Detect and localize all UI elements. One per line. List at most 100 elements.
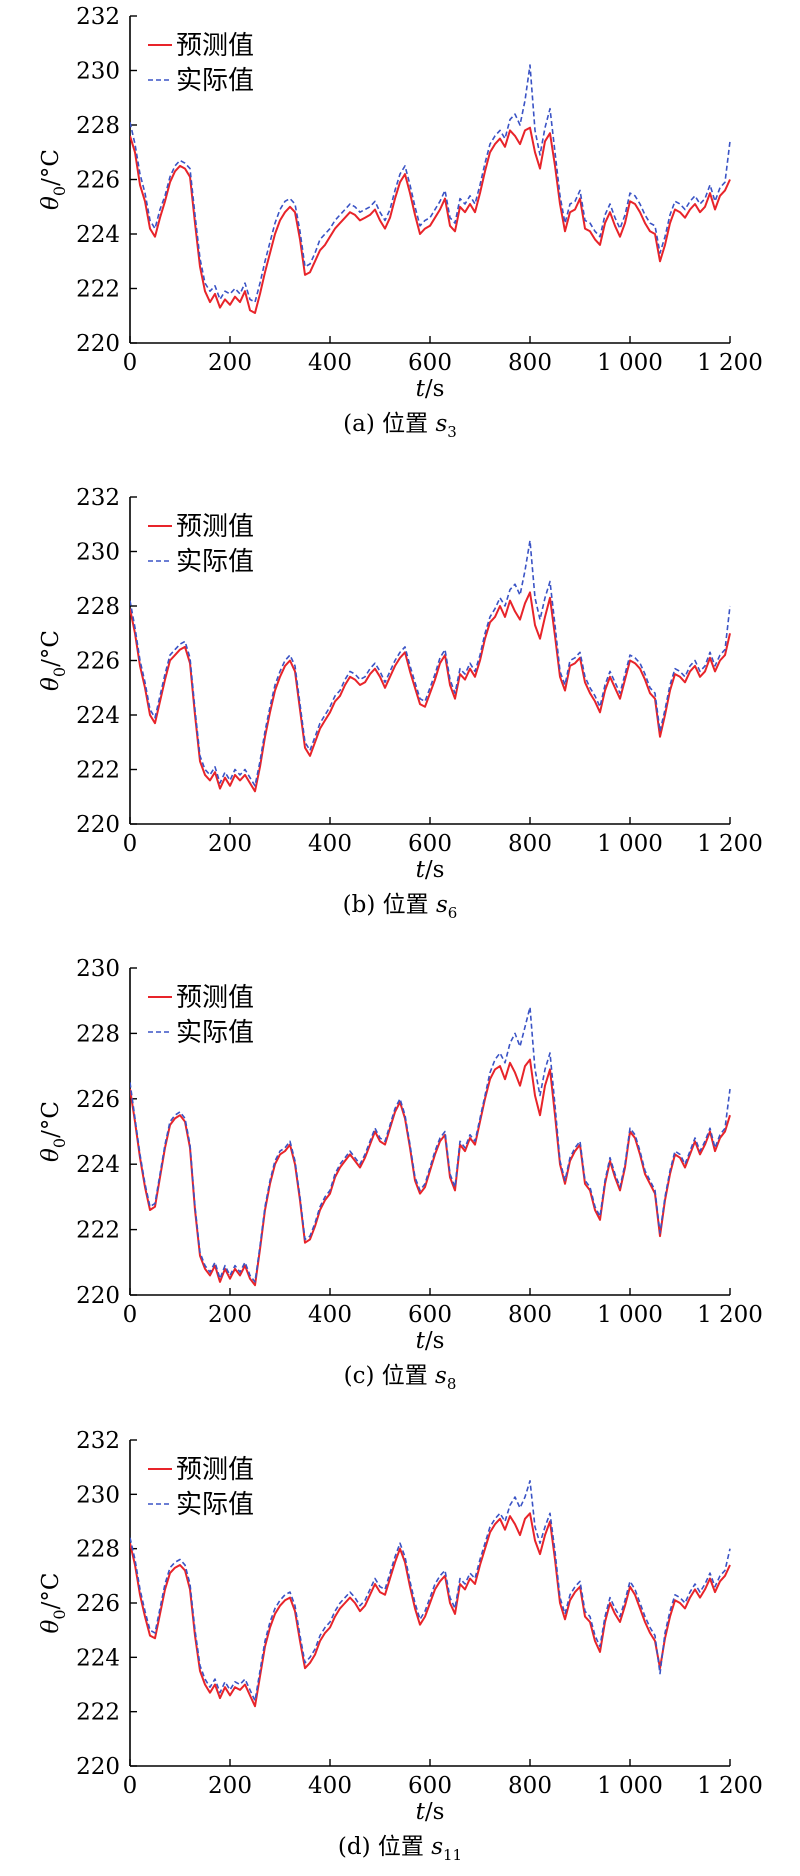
x-axis-label-unit: /s [425, 376, 445, 402]
y-tick-label: 220 [76, 812, 120, 838]
x-tick-label: 600 [408, 1773, 452, 1799]
x-tick-label: 400 [308, 1302, 352, 1328]
y-tick-label: 222 [76, 277, 120, 303]
y-tick-label: 222 [76, 758, 120, 784]
y-tick-label: 224 [76, 222, 120, 248]
x-axis-label-var: t [416, 1799, 426, 1825]
y-tick-label: 220 [76, 331, 120, 357]
x-tick-label: 600 [408, 831, 452, 857]
legend-label-predicted: 预测值 [176, 31, 254, 61]
panel-caption: (a) 位置 s3 [343, 411, 457, 441]
x-tick-label: 400 [308, 1773, 352, 1799]
panel-caption-prefix: (c) 位置 [344, 1363, 435, 1389]
x-axis-label: t/s [416, 1328, 445, 1354]
x-axis-label: t/s [416, 1799, 445, 1825]
x-tick-label: 0 [123, 1773, 138, 1799]
y-tick-label: 230 [76, 59, 120, 85]
x-tick-label: 200 [208, 1302, 252, 1328]
y-tick-label: 226 [76, 649, 120, 675]
y-tick-label: 228 [76, 594, 120, 620]
x-tick-label: 1 200 [697, 1773, 763, 1799]
y-tick-label: 220 [76, 1283, 120, 1309]
panel-caption-var: s [436, 892, 448, 918]
x-axis-label-unit: /s [425, 857, 445, 883]
y-axis-label-unit: /°C [38, 1101, 64, 1138]
y-tick-label: 230 [76, 1482, 120, 1508]
x-tick-label: 800 [508, 1773, 552, 1799]
x-axis-label: t/s [416, 376, 445, 402]
panel-caption-var: s [435, 1363, 447, 1389]
legend-label-predicted: 预测值 [176, 983, 254, 1013]
panel-caption-prefix: (b) 位置 [343, 892, 436, 918]
panel-caption-sub: 6 [448, 904, 458, 922]
y-axis-label-unit: /°C [38, 1573, 64, 1610]
chart-panel-b: 220 222 224 226 228 230 232 0 200 400 600 800 1 000 1… [38, 485, 763, 922]
series-actual-line [130, 1006, 731, 1283]
panel-caption-var: s [431, 1834, 443, 1860]
y-tick-label: 220 [76, 1754, 120, 1780]
x-tick-label: 0 [123, 350, 138, 376]
legend-label-actual: 实际值 [176, 66, 254, 96]
y-tick-label: 228 [76, 1537, 120, 1563]
panel-caption-sub: 11 [443, 1846, 462, 1864]
y-axis-label: θ0/°C [38, 1101, 69, 1162]
y-axis-label-unit: /°C [38, 149, 64, 186]
panel-caption-sub: 3 [447, 423, 457, 441]
series-predicted-line [130, 1058, 731, 1287]
x-tick-label: 400 [308, 831, 352, 857]
panel-caption: (d) 位置 s11 [338, 1834, 462, 1864]
y-tick-label: 232 [76, 1428, 120, 1454]
panel-caption-prefix: (d) 位置 [338, 1834, 431, 1860]
x-tick-label: 0 [123, 1302, 138, 1328]
legend-label-actual: 实际值 [176, 1490, 254, 1520]
y-tick-label: 222 [76, 1218, 120, 1244]
y-tick-label: 226 [76, 168, 120, 194]
x-tick-label: 1 000 [597, 1773, 663, 1799]
x-tick-label: 200 [208, 831, 252, 857]
y-axis-label-var: θ [38, 677, 64, 691]
x-tick-label: 1 000 [597, 831, 663, 857]
series-predicted-line [130, 1512, 731, 1708]
x-axis-label: t/s [416, 857, 445, 883]
x-tick-label: 1 000 [597, 1302, 663, 1328]
series-predicted-line [130, 126, 731, 314]
x-tick-label: 200 [208, 1773, 252, 1799]
y-axis-label-var: θ [38, 1148, 64, 1162]
y-axis-label-unit: /°C [38, 630, 64, 667]
panel-caption-sub: 8 [447, 1375, 457, 1393]
panel-caption-prefix: (a) 位置 [343, 411, 435, 437]
y-axis-label-sub: 0 [50, 1138, 69, 1148]
series-predicted-line [130, 591, 731, 793]
panel-caption: (c) 位置 s8 [344, 1363, 457, 1393]
x-tick-label: 1 000 [597, 350, 663, 376]
chart-panel-a: 220 222 224 226 228 230 232 0 200 400 600 800 1 000 1… [38, 4, 763, 441]
y-tick-label: 224 [76, 1152, 120, 1178]
y-tick-label: 226 [76, 1087, 120, 1113]
panel-caption-var: s [435, 411, 447, 437]
x-axis-label-var: t [416, 376, 426, 402]
panel-caption: (b) 位置 s6 [343, 892, 458, 922]
y-tick-label: 232 [76, 485, 120, 511]
y-tick-label: 224 [76, 703, 120, 729]
x-tick-label: 600 [408, 350, 452, 376]
x-tick-label: 200 [208, 350, 252, 376]
y-tick-label: 228 [76, 1021, 120, 1047]
y-tick-label: 228 [76, 113, 120, 139]
legend-label-actual: 实际值 [176, 1018, 254, 1048]
chart-panel-d: 220 222 224 226 228 230 232 0 200 400 600 800 1 000 1… [38, 1428, 763, 1864]
chart-panel-c: 220 222 224 226 228 230 0 200 400 600 800 1 000 1 20… [38, 956, 763, 1393]
legend-label-actual: 实际值 [176, 547, 254, 577]
y-tick-label: 226 [76, 1591, 120, 1617]
y-axis-label-var: θ [38, 196, 64, 210]
x-axis-label-unit: /s [425, 1328, 445, 1354]
x-tick-label: 0 [123, 831, 138, 857]
y-tick-label: 230 [76, 540, 120, 566]
series-actual-line [130, 64, 731, 303]
y-axis-label-sub: 0 [50, 667, 69, 677]
x-axis-label-var: t [416, 857, 426, 883]
x-tick-label: 800 [508, 1302, 552, 1328]
y-axis-label: θ0/°C [38, 1573, 69, 1634]
y-axis-label-var: θ [38, 1619, 64, 1633]
legend-label-predicted: 预测值 [176, 1455, 254, 1485]
